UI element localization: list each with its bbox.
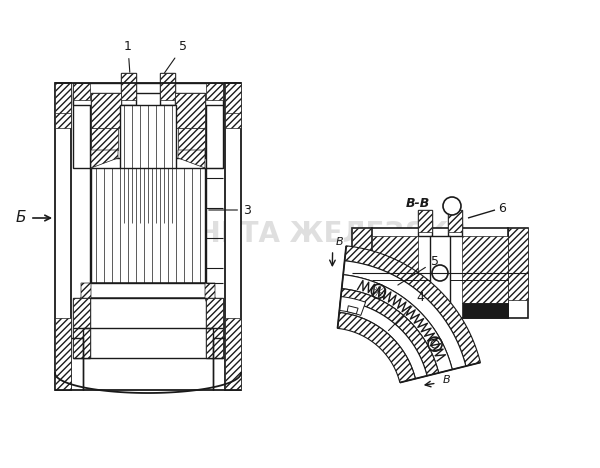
Polygon shape — [462, 303, 508, 318]
Text: В-В: В-В — [406, 197, 430, 210]
Polygon shape — [340, 297, 365, 315]
Polygon shape — [206, 83, 223, 100]
Polygon shape — [352, 228, 372, 318]
Polygon shape — [178, 128, 205, 150]
Polygon shape — [91, 93, 205, 158]
Polygon shape — [55, 83, 71, 128]
Text: 4: 4 — [389, 291, 424, 330]
Polygon shape — [160, 73, 175, 100]
Polygon shape — [418, 210, 432, 236]
Polygon shape — [448, 210, 462, 232]
Polygon shape — [448, 210, 462, 236]
Polygon shape — [91, 93, 121, 128]
Polygon shape — [91, 168, 205, 283]
Polygon shape — [121, 73, 136, 100]
Polygon shape — [73, 93, 90, 168]
Polygon shape — [347, 306, 358, 314]
Polygon shape — [340, 289, 439, 376]
Text: 1: 1 — [124, 40, 132, 72]
Polygon shape — [342, 275, 452, 373]
Polygon shape — [508, 228, 528, 318]
Text: 3: 3 — [209, 204, 251, 217]
Polygon shape — [225, 83, 241, 390]
Text: 5: 5 — [164, 40, 187, 73]
Circle shape — [428, 337, 442, 351]
Polygon shape — [160, 73, 175, 105]
Polygon shape — [55, 83, 71, 113]
Polygon shape — [206, 93, 223, 168]
Polygon shape — [508, 228, 528, 300]
Polygon shape — [73, 298, 90, 358]
Text: В: В — [443, 375, 450, 385]
Polygon shape — [206, 298, 223, 358]
Polygon shape — [372, 228, 508, 318]
Polygon shape — [73, 298, 90, 358]
Polygon shape — [91, 128, 118, 150]
Text: Б: Б — [16, 211, 26, 226]
Polygon shape — [418, 210, 432, 232]
Polygon shape — [339, 300, 427, 379]
Polygon shape — [205, 283, 215, 328]
Text: 6: 6 — [498, 202, 506, 214]
Polygon shape — [206, 298, 223, 358]
Polygon shape — [430, 236, 450, 318]
Polygon shape — [55, 318, 71, 390]
Polygon shape — [352, 228, 372, 300]
Circle shape — [443, 197, 461, 215]
Text: 5: 5 — [398, 255, 439, 285]
Polygon shape — [120, 105, 176, 223]
Polygon shape — [121, 73, 136, 105]
Text: В: В — [335, 237, 343, 247]
Text: ПЛАНЕТА ЖЕЛЕЗЯКА: ПЛАНЕТА ЖЕЛЕЗЯКА — [130, 220, 470, 248]
Polygon shape — [225, 83, 241, 128]
Polygon shape — [344, 246, 481, 366]
Polygon shape — [178, 150, 205, 168]
Circle shape — [432, 265, 448, 281]
Polygon shape — [225, 318, 241, 390]
Circle shape — [371, 284, 385, 298]
Polygon shape — [175, 93, 205, 128]
Polygon shape — [343, 261, 466, 370]
Polygon shape — [338, 313, 415, 382]
Polygon shape — [81, 283, 215, 298]
Polygon shape — [73, 83, 223, 105]
Polygon shape — [225, 83, 241, 113]
Polygon shape — [73, 83, 90, 100]
Polygon shape — [372, 236, 418, 303]
Polygon shape — [81, 283, 91, 328]
Circle shape — [431, 340, 439, 348]
Polygon shape — [55, 83, 71, 390]
Polygon shape — [462, 236, 508, 303]
Polygon shape — [372, 303, 418, 318]
Polygon shape — [91, 150, 118, 168]
